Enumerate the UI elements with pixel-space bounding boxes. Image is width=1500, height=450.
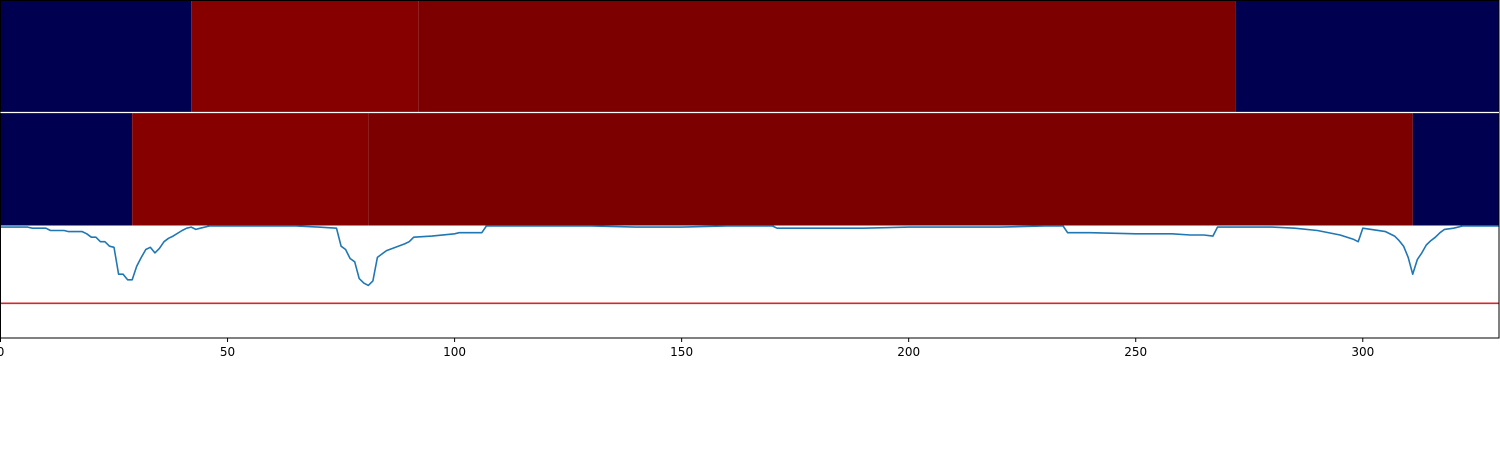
- series-line: [0, 225, 1499, 287]
- x-axis: 0 50 100 150 200 250 300: [0, 338, 1374, 359]
- panel-frame: [0, 0, 1500, 339]
- heatmap-cell: [0, 113, 133, 226]
- heatmap-cell: [0, 0, 192, 112]
- x-tick-label: 300: [1351, 345, 1374, 359]
- x-tick-label: 200: [897, 345, 920, 359]
- heatmap-cell: [1412, 113, 1499, 226]
- x-tick-label: 250: [1124, 345, 1147, 359]
- x-tick-label: 100: [443, 345, 466, 359]
- heatmap-cell: [418, 0, 1236, 112]
- heatmap-cell: [132, 113, 369, 226]
- line-plot-panel: [0, 225, 1499, 305]
- x-tick-label: 150: [670, 345, 693, 359]
- heatmap-bottom-panel: [0, 113, 1499, 226]
- axes-border: [0, 0, 1500, 339]
- heatmap-cell: [191, 0, 419, 112]
- heatmap-top-panel: [0, 0, 1499, 112]
- x-tick-label: 0: [0, 345, 4, 359]
- heatmap-cell: [1235, 0, 1499, 112]
- heatmap-cell: [368, 113, 1413, 226]
- x-tick-label: 50: [220, 345, 235, 359]
